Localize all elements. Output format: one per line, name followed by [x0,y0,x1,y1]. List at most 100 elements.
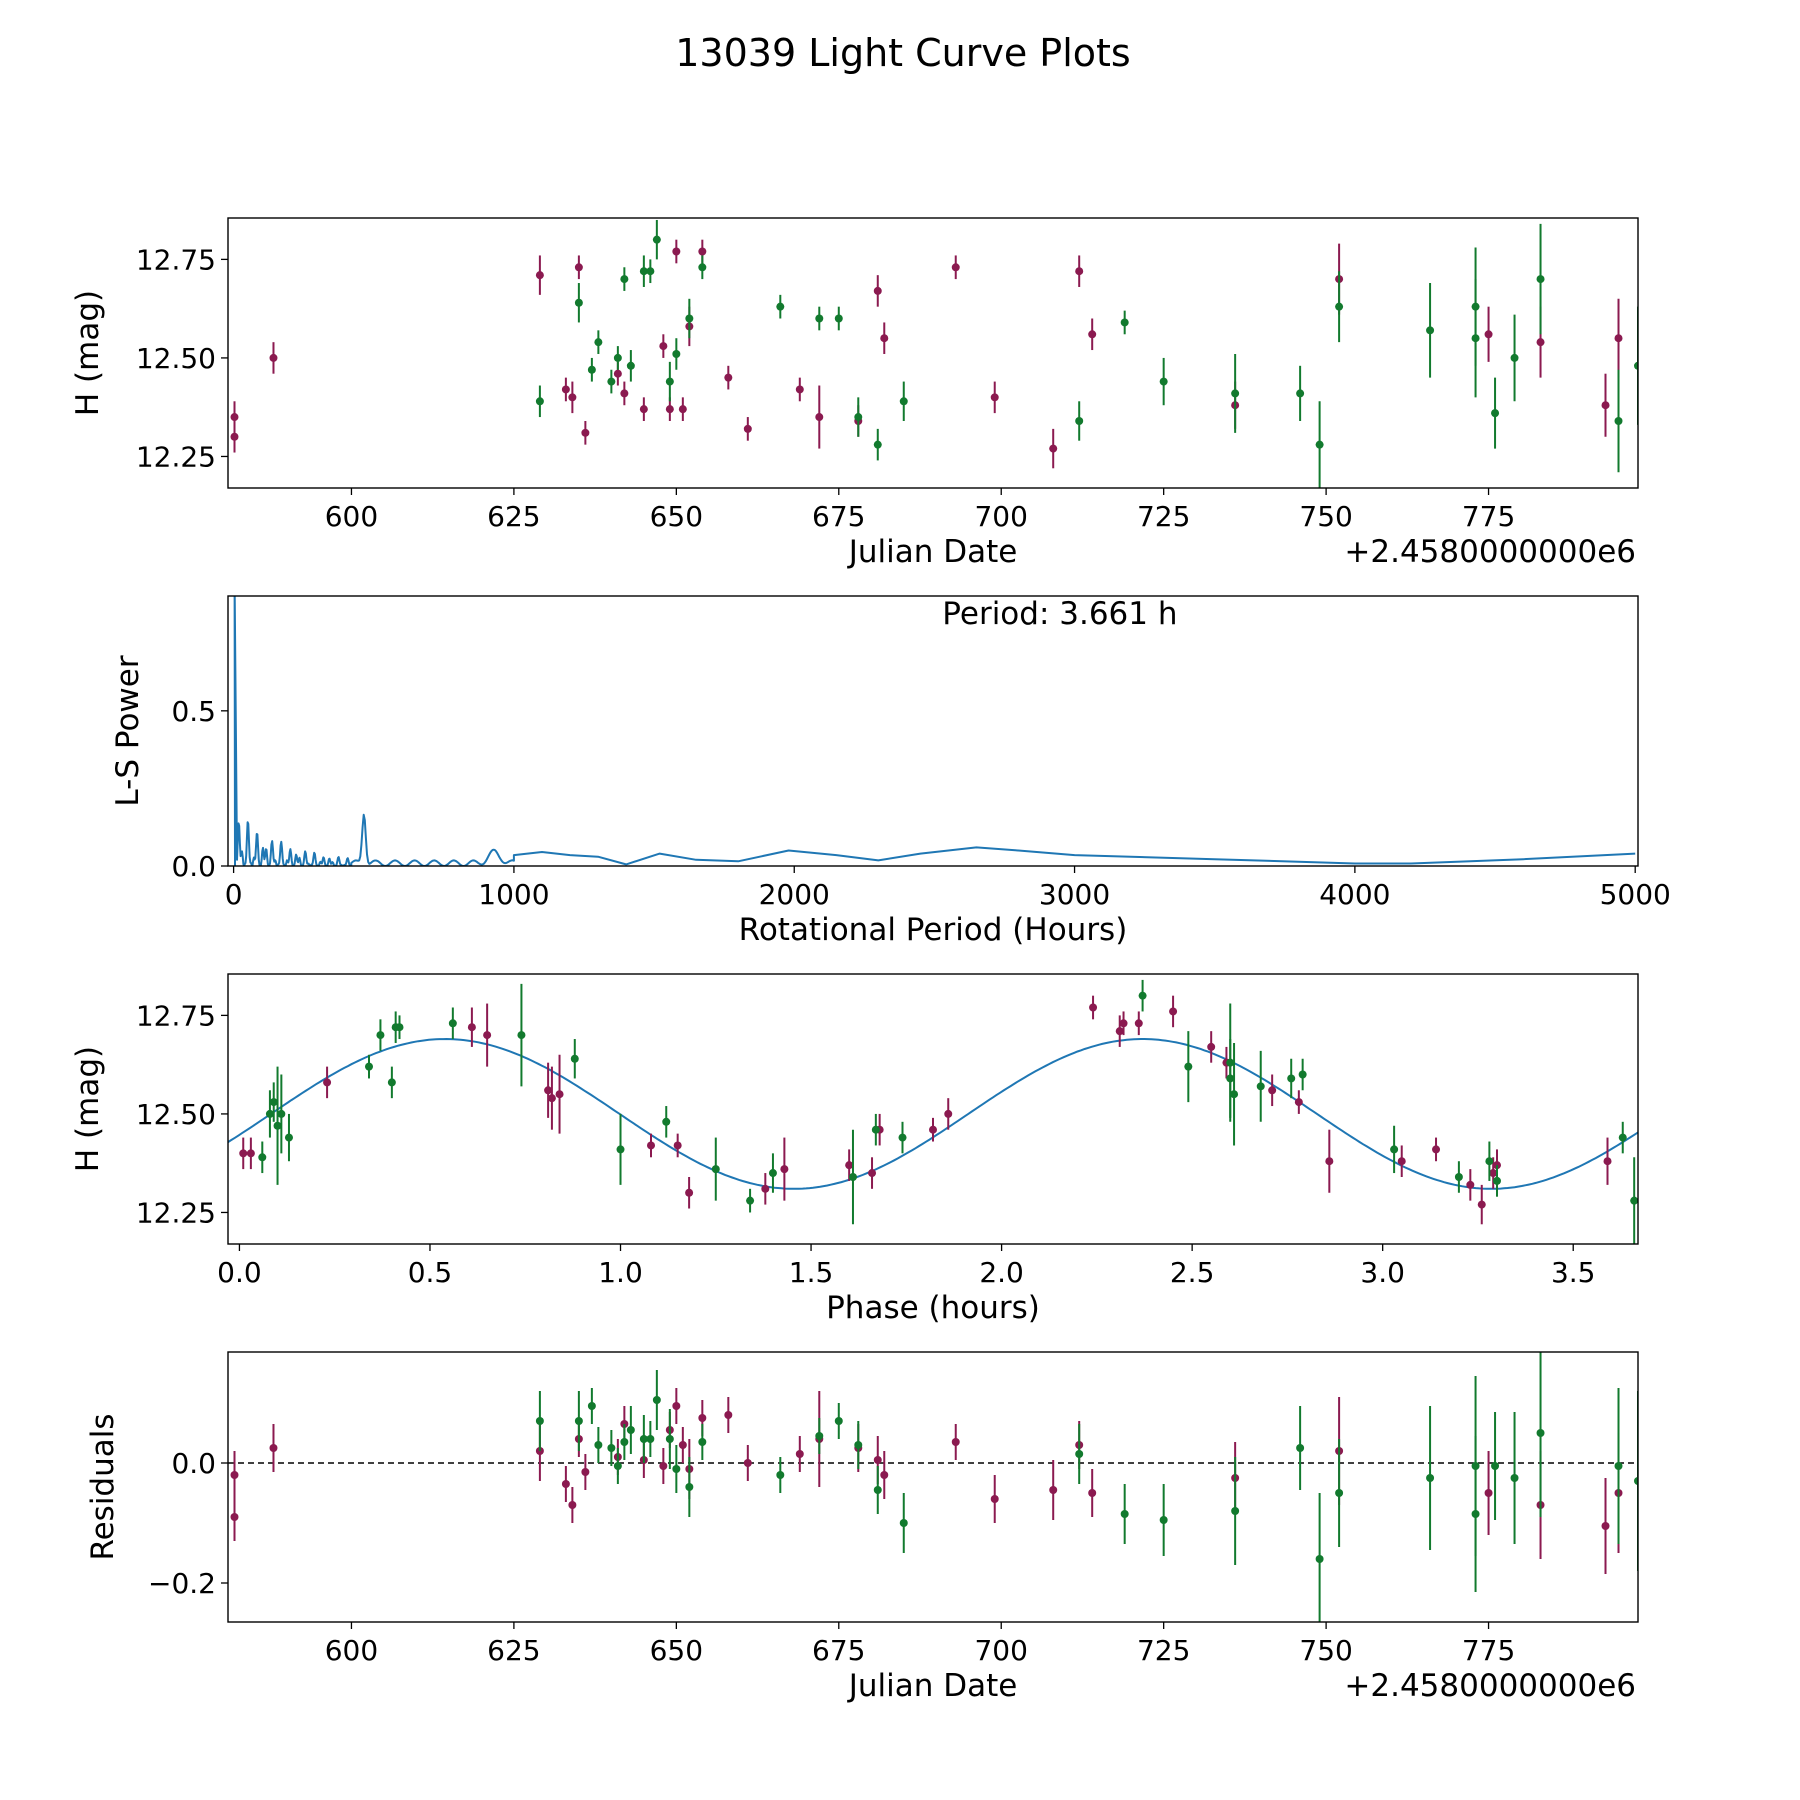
data-point [990,1495,999,1503]
y-tick-label: 0.0 [171,1447,216,1480]
data-point [1618,1133,1627,1142]
x-tick-label: 600 [325,500,378,533]
data-point [376,1031,385,1040]
y-tick-label: 12.50 [136,1098,216,1131]
data-point [277,1109,286,1118]
data-point [1510,1474,1519,1482]
data-point [323,1078,332,1087]
x-axis-label: Julian Date [847,534,1018,570]
x-tick-label: 600 [325,1634,378,1667]
data-point [269,1098,278,1107]
data-point [570,1054,579,1063]
data-point [1614,334,1623,343]
data-point [1115,1027,1124,1036]
data-point [776,1471,785,1479]
data-point [230,432,239,441]
data-point [613,369,622,378]
data-point [1601,1522,1610,1530]
data-point [698,1414,707,1422]
data-point [587,365,596,374]
axes-frame [227,217,1639,489]
data-point [265,1109,274,1118]
panel-phased: 0.0 0.5 1.0 1.5 2.0 2.5 3.0 3.5 12.25 12.50 12.75 P… [70,973,1639,1326]
data-point [685,1188,694,1197]
data-point [1484,330,1493,339]
data-point [659,1462,668,1470]
data-point [662,1117,671,1126]
data-point [1493,1176,1501,1185]
plot-area [233,596,1636,866]
data-point [1466,1180,1475,1189]
plot-area [230,219,1638,488]
data-point [929,1125,937,1134]
data-point [873,440,882,449]
data-point [284,1133,293,1142]
data-point [652,1396,661,1404]
data-point [639,267,648,276]
data-point [815,413,824,422]
data-point [1536,338,1545,347]
data-point [535,1417,544,1425]
data-point [1226,1058,1235,1067]
axes-frame [227,595,1639,867]
data-point [646,1435,655,1443]
data-point [1294,1098,1303,1107]
x-tick-label: 0.0 [217,1256,262,1289]
data-point [1075,267,1084,276]
data-point [873,1456,882,1464]
data-point [1335,302,1344,311]
data-point [776,302,785,311]
data-point [517,1031,526,1040]
data-point [1634,1477,1638,1485]
y-tick-label: 0.5 [171,695,216,728]
data-point [258,1153,267,1162]
data-point [834,1417,843,1425]
data-point [768,1169,777,1178]
data-point [711,1165,720,1174]
x-tick-label: 625 [487,1634,540,1667]
x-tick-label: 3.5 [1551,1256,1596,1289]
y-tick-label: 12.75 [136,999,216,1032]
data-point [607,1444,616,1452]
x-tick-label: 2.0 [979,1256,1024,1289]
data-point [854,413,863,422]
x-tick-label: 4000 [1319,878,1390,911]
data-point [1088,330,1097,339]
data-point [639,405,648,414]
data-point [1489,1169,1498,1178]
x-tick-label: 675 [812,1634,865,1667]
data-point [815,1432,824,1440]
y-axis-label: L-S Power [110,655,146,806]
x-tick-label: 775 [1462,1634,1515,1667]
data-point [880,334,889,343]
data-point [574,1417,583,1425]
x-axis-label: Julian Date [847,1668,1018,1704]
data-point [1390,1145,1399,1154]
data-point [535,397,544,406]
data-point [626,361,635,370]
data-point [1088,1489,1097,1497]
data-point [761,1184,770,1193]
data-point [1536,275,1545,284]
data-point [795,1450,804,1458]
data-point [743,1459,752,1467]
data-point [1119,1019,1128,1028]
data-point [547,1094,556,1103]
data-point [1614,416,1623,425]
data-point [1536,1429,1545,1437]
data-point [1268,1086,1277,1095]
data-point [652,235,661,244]
data-point [581,428,590,437]
x-tick-label: 1.5 [789,1256,834,1289]
data-point [873,1486,882,1494]
fit-curve [228,1037,1638,1190]
data-point [239,1149,248,1158]
data-point [1325,1157,1334,1166]
data-point [672,1465,681,1473]
data-point [899,1519,908,1527]
data-point [1491,1462,1500,1470]
data-point [269,353,278,362]
x-tick-label: 5000 [1600,878,1671,911]
x-axis-label: Rotational Period (Hours) [739,912,1128,948]
